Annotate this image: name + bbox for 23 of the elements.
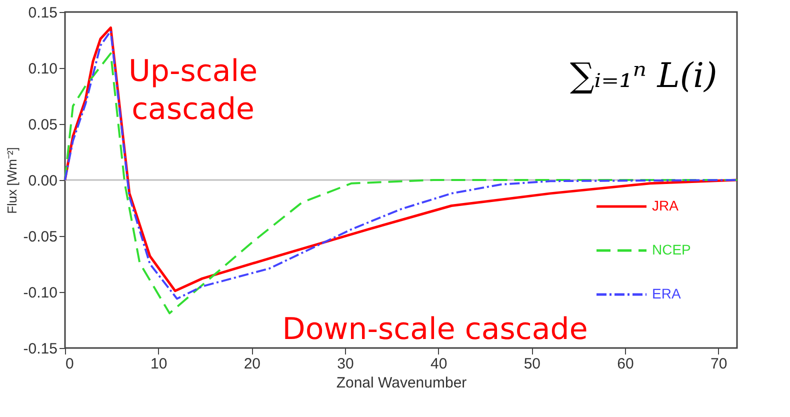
y-tick-label: 0.10 xyxy=(28,60,58,78)
y-tick-label: -0.10 xyxy=(23,284,58,302)
x-tick-label: 10 xyxy=(150,356,168,372)
x-tick-label: 70 xyxy=(710,356,728,372)
y-tick-label: -0.05 xyxy=(23,228,58,246)
x-tick-label: 60 xyxy=(617,356,634,372)
legend-label: JRA xyxy=(652,198,680,214)
x-tick-label: 0 xyxy=(66,356,74,372)
annotation: ∑ᵢ₌₁ⁿ L(i) xyxy=(570,56,718,96)
x-tick-label: 30 xyxy=(337,356,354,372)
y-tick-label: 0.15 xyxy=(28,4,58,22)
legend-label: NCEP xyxy=(652,242,691,258)
x-tick-label: 50 xyxy=(524,356,541,372)
y-tick-label: 0.00 xyxy=(28,172,58,190)
x-tick-label: 20 xyxy=(244,356,261,372)
annotation: Up-scale cascade xyxy=(128,54,258,127)
y-axis-title: Flux [Wm⁻²] xyxy=(4,147,20,214)
x-axis-title: Zonal Wavenumber xyxy=(336,374,467,392)
legend-label: ERA xyxy=(652,286,682,302)
x-tick-label: 40 xyxy=(430,356,448,372)
annotation: Down-scale cascade xyxy=(282,312,588,347)
y-tick-label: 0.05 xyxy=(28,116,58,134)
y-tick-label: -0.15 xyxy=(23,340,58,358)
